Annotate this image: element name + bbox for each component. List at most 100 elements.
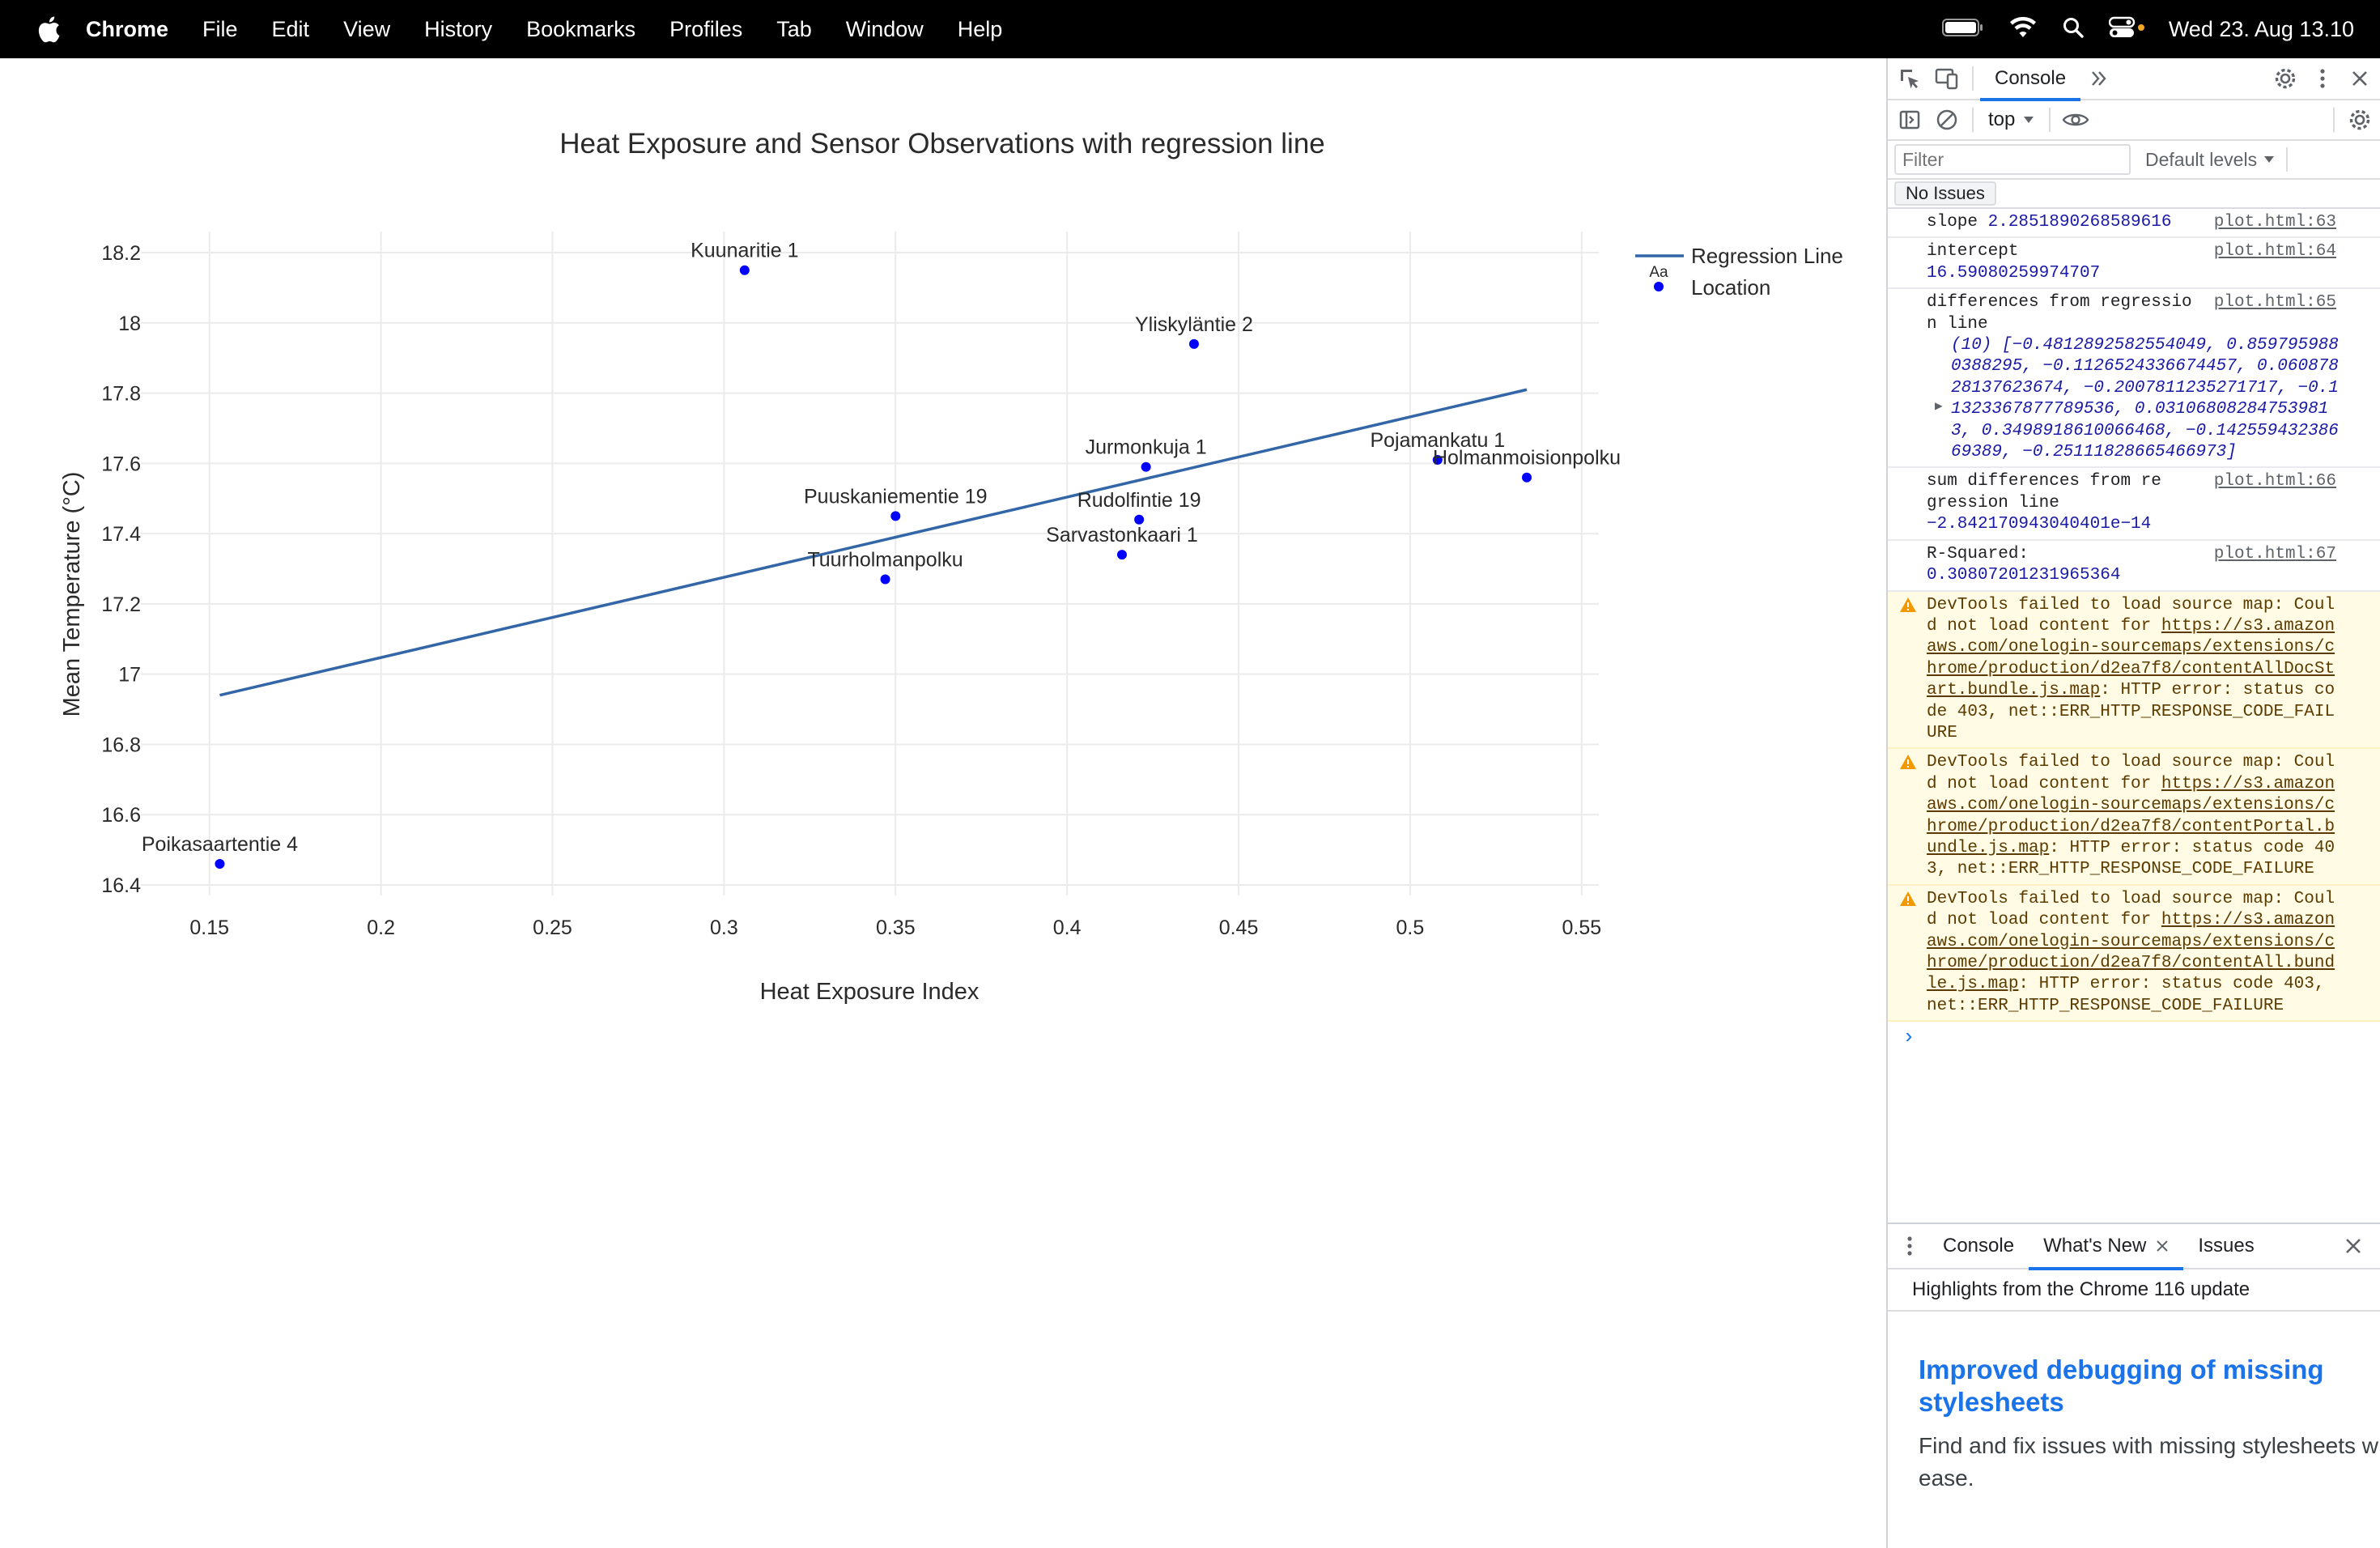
- console-warning[interactable]: DevTools failed to load source map: Coul…: [1888, 591, 2380, 750]
- warning-icon: [1899, 891, 1917, 914]
- x-tick-label: 0.15: [189, 916, 229, 939]
- console-warning[interactable]: DevTools failed to load source map: Coul…: [1888, 749, 2380, 886]
- menu-edit[interactable]: Edit: [271, 16, 310, 41]
- toolbar-divider: [1972, 66, 1974, 91]
- whats-new-feature-title[interactable]: Improved debugging of missing stylesheet…: [1919, 1354, 2324, 1417]
- page-viewport: 0.15 0.2 0.25 0.3 0.35 0.4 0.45 0.5 0.55 16.4 16.6…: [0, 58, 1886, 1548]
- devtools-panel: Console top: [1886, 58, 2380, 1548]
- log-levels-label: Default levels: [2145, 148, 2258, 170]
- no-issues-button[interactable]: No Issues: [1894, 181, 1996, 206]
- close-drawer-icon[interactable]: [2335, 1227, 2372, 1265]
- clear-console-icon[interactable]: [1928, 101, 1966, 138]
- drawer-tab-whats-new[interactable]: What's New: [2029, 1223, 2184, 1270]
- menu-file[interactable]: File: [202, 16, 238, 41]
- sourcemap-link[interactable]: https://s3.amazonaws.com/onelogin-source…: [1927, 616, 2335, 700]
- data-point-label: Poikasaartentie 4: [142, 833, 298, 856]
- x-tick-label: 0.25: [533, 916, 572, 939]
- settings-gear-icon[interactable]: [2267, 60, 2304, 97]
- sourcemap-link[interactable]: https://s3.amazonaws.com/onelogin-source…: [1927, 774, 2335, 857]
- menu-view[interactable]: View: [343, 16, 391, 41]
- console-prompt[interactable]: ›: [1888, 1022, 2380, 1053]
- message-value: 2.2851890268589616: [1987, 213, 2172, 232]
- data-point-label: Pojamankatu 1: [1370, 429, 1505, 452]
- x-tick-label: 0.35: [876, 916, 916, 939]
- console-settings-gear-icon[interactable]: [2341, 101, 2378, 138]
- message-label: differences from regression line: [1927, 293, 2192, 334]
- y-tick-label: 18: [118, 313, 141, 335]
- menu-tab[interactable]: Tab: [776, 16, 812, 41]
- show-sidebar-icon[interactable]: [1891, 101, 1928, 138]
- menu-app-chrome[interactable]: Chrome: [86, 16, 169, 41]
- close-tab-icon[interactable]: [2156, 1240, 2169, 1252]
- console-message[interactable]: sum differences from regression line −2.…: [1888, 468, 2380, 541]
- menu-profiles[interactable]: Profiles: [669, 16, 743, 41]
- more-options-icon[interactable]: [2304, 60, 2341, 97]
- legend-entry-regression[interactable]: Regression Line: [1691, 244, 1843, 268]
- wifi-icon[interactable]: [2008, 16, 2038, 43]
- control-center-icon[interactable]: [2108, 16, 2144, 43]
- data-point: [1116, 550, 1127, 560]
- warning-error-text: : HTTP error: status code 403, net::ERR_…: [1927, 975, 2325, 1015]
- drawer-tab-console[interactable]: Console: [1943, 1235, 2015, 1257]
- data-point: [1522, 472, 1532, 483]
- console-message[interactable]: R-Squared: 0.30807201231965364 plot.html…: [1888, 541, 2380, 592]
- menu-help[interactable]: Help: [957, 16, 1003, 41]
- message-source-link[interactable]: plot.html:66: [2213, 472, 2336, 491]
- drawer-tab-issues[interactable]: Issues: [2198, 1235, 2255, 1257]
- grid-layer: [141, 232, 1599, 895]
- data-point-label: Puuskaniementie 19: [804, 485, 988, 508]
- console-output[interactable]: slope 2.2851890268589616 plot.html:63 in…: [1888, 209, 2380, 1279]
- message-source-link[interactable]: plot.html:63: [2213, 213, 2336, 232]
- data-point: [1134, 514, 1145, 525]
- legend-entry-location[interactable]: Location: [1691, 275, 1770, 300]
- console-message[interactable]: differences from regression line plot.ht…: [1888, 289, 2380, 469]
- toolbar-divider: [1972, 108, 1974, 132]
- more-tabs-icon[interactable]: [2080, 60, 2118, 97]
- menu-history[interactable]: History: [424, 16, 493, 41]
- whats-new-feature-body: Find and fix issues with missing stylesh…: [1919, 1433, 2378, 1491]
- tab-console[interactable]: Console: [1980, 57, 2081, 101]
- warning-text: DevTools failed to load source map: Coul…: [1927, 595, 2335, 636]
- data-point: [1141, 461, 1151, 472]
- data-point-label: Jurmonkuja 1: [1086, 436, 1207, 459]
- y-tick-label: 18.2: [101, 242, 141, 265]
- console-warning[interactable]: DevTools failed to load source map: Coul…: [1888, 885, 2380, 1023]
- console-message[interactable]: slope 2.2851890268589616 plot.html:63: [1888, 209, 2380, 239]
- message-source-link[interactable]: plot.html:67: [2213, 544, 2336, 563]
- toolbar-divider: [2333, 108, 2335, 132]
- warning-text: DevTools failed to load source map: Coul…: [1927, 753, 2335, 793]
- context-selector[interactable]: top: [1980, 108, 2042, 131]
- menu-clock[interactable]: Wed 23. Aug 13.10: [2168, 16, 2354, 41]
- menu-window[interactable]: Window: [845, 16, 924, 41]
- warning-text: DevTools failed to load source map: Coul…: [1927, 889, 2335, 930]
- live-expression-eye-icon[interactable]: [2057, 101, 2094, 138]
- battery-icon[interactable]: [1941, 18, 1984, 41]
- message-source-link[interactable]: plot.html:64: [2213, 242, 2336, 262]
- console-message[interactable]: intercept 16.59080259974707 plot.html:64: [1888, 238, 2380, 290]
- data-point-label: Kuunaritie 1: [691, 240, 798, 262]
- inspect-element-icon[interactable]: [1891, 60, 1928, 97]
- device-toolbar-icon[interactable]: [1928, 60, 1966, 97]
- sourcemap-link[interactable]: https://s3.amazonaws.com/onelogin-source…: [1927, 911, 2335, 994]
- drawer-menu-icon[interactable]: [1891, 1227, 1928, 1265]
- warning-error-text: : HTTP error: status code 403, net::ERR_…: [1927, 838, 2335, 879]
- chevron-down-icon: [2264, 156, 2275, 163]
- close-devtools-icon[interactable]: [2341, 60, 2378, 97]
- drawer-tab-bar: Console What's New Issues: [1888, 1223, 2380, 1270]
- message-value: −2.842170943040401e−14: [1927, 515, 2152, 534]
- y-tick-label: 17.4: [101, 523, 141, 546]
- whats-new-header: Highlights from the Chrome 116 update: [1888, 1269, 2380, 1312]
- apple-menu-icon[interactable]: [26, 0, 71, 58]
- spotlight-search-icon[interactable]: [2062, 16, 2085, 43]
- data-point: [1188, 338, 1199, 349]
- legend-point-swatch: [1654, 282, 1664, 291]
- x-axis-title: Heat Exposure Index: [760, 979, 980, 1005]
- expand-array-icon[interactable]: ▶: [1935, 399, 1943, 415]
- console-filter-input[interactable]: [1894, 144, 2131, 175]
- message-source-link[interactable]: plot.html:65: [2213, 293, 2336, 313]
- chart-legend[interactable]: Regression Line Aa Location: [1635, 244, 1843, 300]
- menu-bookmarks[interactable]: Bookmarks: [526, 16, 636, 41]
- y-tick-label: 16.8: [101, 734, 141, 756]
- axis-layer: 0.15 0.2 0.25 0.3 0.35 0.4 0.45 0.5 0.55 16.4 16.6…: [101, 242, 1601, 939]
- log-levels-dropdown[interactable]: Default levels: [2145, 149, 2275, 171]
